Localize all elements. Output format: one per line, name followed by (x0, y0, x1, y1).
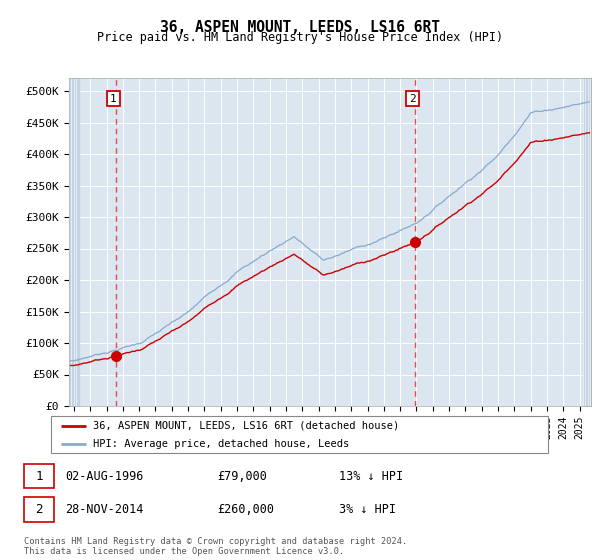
Text: 28-NOV-2014: 28-NOV-2014 (65, 503, 144, 516)
Text: 36, ASPEN MOUNT, LEEDS, LS16 6RT (detached house): 36, ASPEN MOUNT, LEEDS, LS16 6RT (detach… (94, 421, 400, 431)
Text: 1: 1 (110, 94, 117, 104)
Text: Contains HM Land Registry data © Crown copyright and database right 2024.
This d: Contains HM Land Registry data © Crown c… (24, 536, 407, 556)
Text: 36, ASPEN MOUNT, LEEDS, LS16 6RT: 36, ASPEN MOUNT, LEEDS, LS16 6RT (160, 20, 440, 35)
FancyBboxPatch shape (24, 464, 55, 488)
FancyBboxPatch shape (50, 416, 548, 453)
Text: Price paid vs. HM Land Registry's House Price Index (HPI): Price paid vs. HM Land Registry's House … (97, 31, 503, 44)
Text: 3% ↓ HPI: 3% ↓ HPI (338, 503, 395, 516)
Text: 2: 2 (35, 503, 43, 516)
FancyBboxPatch shape (24, 497, 55, 522)
Text: £260,000: £260,000 (217, 503, 274, 516)
Text: 1: 1 (35, 469, 43, 483)
Text: £79,000: £79,000 (217, 469, 267, 483)
Text: 02-AUG-1996: 02-AUG-1996 (65, 469, 144, 483)
Text: HPI: Average price, detached house, Leeds: HPI: Average price, detached house, Leed… (94, 439, 350, 449)
Text: 13% ↓ HPI: 13% ↓ HPI (338, 469, 403, 483)
Text: 2: 2 (409, 94, 416, 104)
